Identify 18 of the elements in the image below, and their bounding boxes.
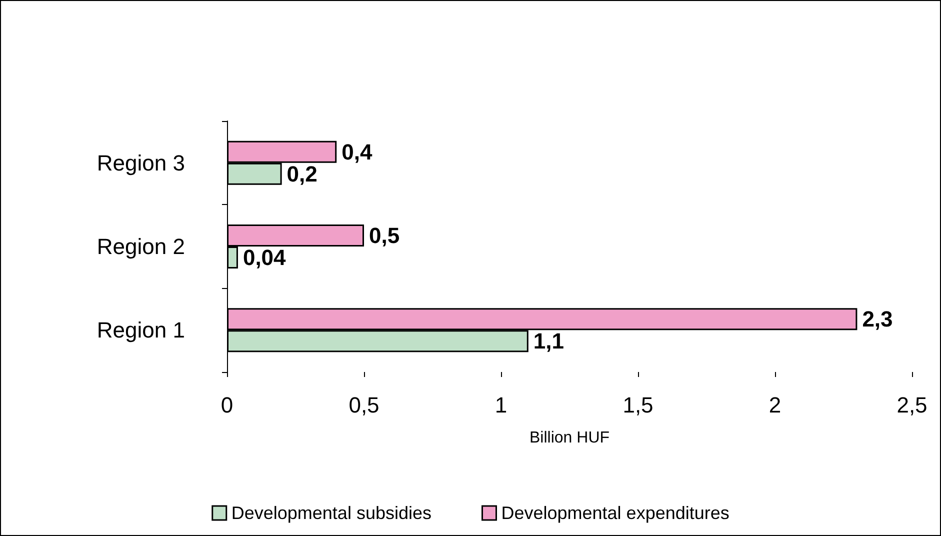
y-tick-label: Region 2 <box>96 234 185 259</box>
data-label: 0,4 <box>342 139 373 164</box>
legend-label: Developmental subsidies <box>231 503 432 523</box>
data-label: 1,1 <box>533 328 564 354</box>
legend-label: Developmental expenditures <box>501 503 730 523</box>
x-tick-label: 1,5 <box>622 392 654 418</box>
data-label: 0,2 <box>286 161 318 186</box>
y-tick-label: Region 3 <box>96 150 185 176</box>
y-tick-label: Region 1 <box>96 318 185 343</box>
data-label: 0,5 <box>369 223 400 248</box>
x-tick-label: 0,5 <box>348 392 380 418</box>
x-tick-label: 2 <box>768 392 782 418</box>
x-axis-title: Billion HUF <box>529 430 610 446</box>
x-tick-label: 0 <box>220 392 234 418</box>
data-label: 0,04 <box>242 245 287 270</box>
data-label: 2,3 <box>862 306 893 332</box>
x-tick-label: 1 <box>494 392 508 418</box>
x-tick-label: 2,5 <box>896 392 928 418</box>
